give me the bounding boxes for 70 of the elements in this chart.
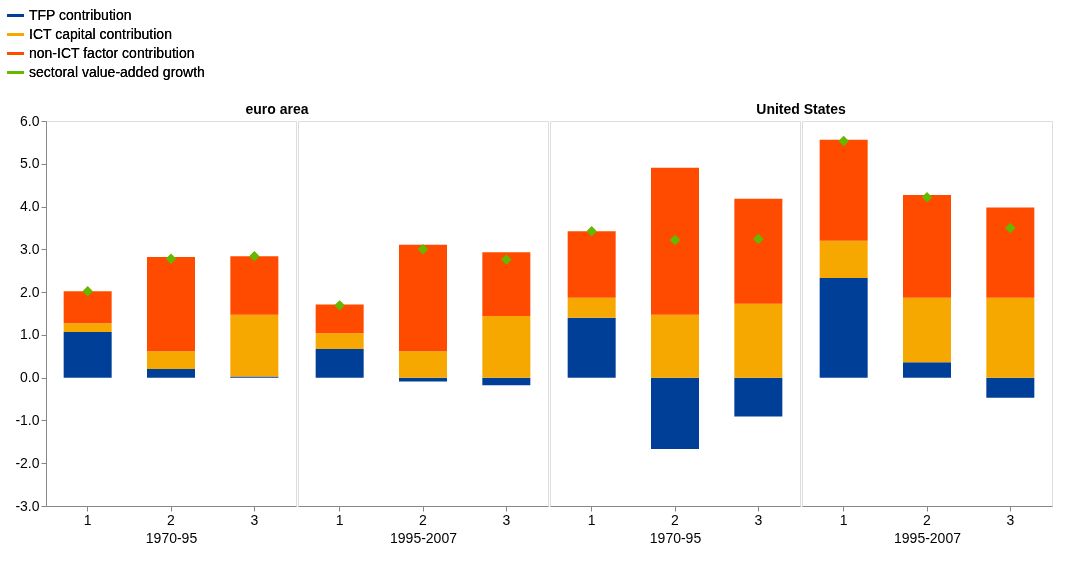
y-tick-label: -2.0 [15,454,40,471]
x-tick-label: 2 [167,511,176,528]
bar [819,139,868,241]
x-axis-title: 1970-95 [145,529,198,546]
bar [147,369,195,378]
bar [986,207,1035,298]
bar [567,297,616,318]
bar [819,240,868,278]
bar [986,297,1035,378]
x-tick-label: 3 [250,511,259,528]
y-tick-label: -3.0 [15,497,40,514]
bar [903,195,951,298]
bar [63,323,112,332]
legend-label: TFP contribution [29,6,132,23]
bar [819,277,868,378]
y-tick-label: 4.0 [20,198,40,215]
bar [147,351,195,370]
x-tick-label: 1 [587,511,596,528]
bar [399,244,447,352]
x-axis-title: 1995-2007 [894,529,962,546]
bar [734,198,783,304]
bar [147,257,195,352]
bar [903,297,951,363]
x-axis-title: 1995-2007 [390,529,458,546]
y-tick-label: 2.0 [20,283,40,300]
bar [482,252,531,317]
y-tick-label: 1.0 [20,326,40,343]
bar [482,377,531,386]
x-tick-label: 2 [419,511,428,528]
x-axis-title: 1970-95 [649,529,702,546]
bar [903,362,951,378]
bar [651,167,699,315]
bar [315,333,364,350]
y-tick-label: 0.0 [20,369,40,386]
bar [482,316,531,378]
bar [734,303,783,378]
y-tick-label: 5.0 [20,155,40,172]
x-tick-label: 1 [839,511,848,528]
bar [63,291,112,324]
bar [399,351,447,378]
bar [734,377,783,417]
y-tick-label: -1.0 [15,411,40,428]
y-tick-label: 3.0 [20,240,40,257]
bar [63,331,112,378]
x-tick-label: 3 [502,511,511,528]
bar [567,317,616,378]
point [249,250,260,262]
x-tick-label: 3 [754,511,763,528]
x-tick-label: 2 [671,511,680,528]
bar [230,314,279,377]
x-tick-label: 3 [1006,511,1015,528]
bar [651,314,699,378]
legend-label: sectoral value-added growth [29,63,205,80]
bar [315,304,364,334]
x-tick-label: 1 [335,511,344,528]
bar [986,377,1035,398]
chart-title: euro area [245,100,309,117]
bar [399,377,447,382]
chart-title: United States [756,100,846,117]
bar [567,231,616,298]
point [82,286,93,297]
x-tick-label: 1 [83,511,92,528]
y-tick-label: 6.0 [20,112,40,129]
bar [651,377,699,450]
legend-label: non-ICT factor contribution [29,44,195,61]
bar [315,349,364,378]
bar [230,256,279,315]
x-tick-label: 2 [923,511,932,528]
legend-label: ICT capital contribution [29,25,172,42]
point [165,253,177,264]
